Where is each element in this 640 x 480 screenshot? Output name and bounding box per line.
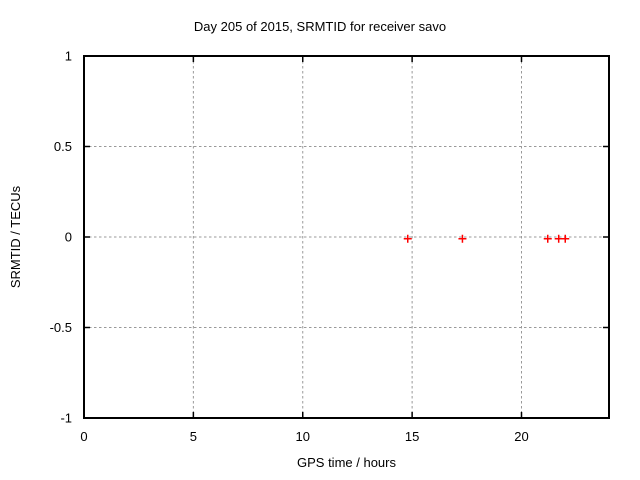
y-tick-label: -1 bbox=[60, 411, 72, 426]
x-tick-label: 10 bbox=[296, 429, 310, 444]
data-point-marker bbox=[561, 234, 570, 243]
x-tick-label: 5 bbox=[190, 429, 197, 444]
x-axis-label: GPS time / hours bbox=[297, 455, 396, 470]
data-point-marker bbox=[458, 234, 467, 243]
y-tick-label: 0 bbox=[65, 230, 72, 245]
chart-title: Day 205 of 2015, SRMTID for receiver sav… bbox=[193, 19, 447, 34]
data-point-marker bbox=[543, 234, 552, 243]
x-tick-label: 15 bbox=[405, 429, 419, 444]
x-tick-label: 20 bbox=[514, 429, 528, 444]
y-tick-label: 1 bbox=[65, 49, 72, 64]
x-tick-label: 0 bbox=[80, 429, 87, 444]
y-tick-label: 0.5 bbox=[54, 139, 72, 154]
data-point-marker bbox=[403, 234, 412, 243]
y-tick-label: -0.5 bbox=[50, 320, 72, 335]
